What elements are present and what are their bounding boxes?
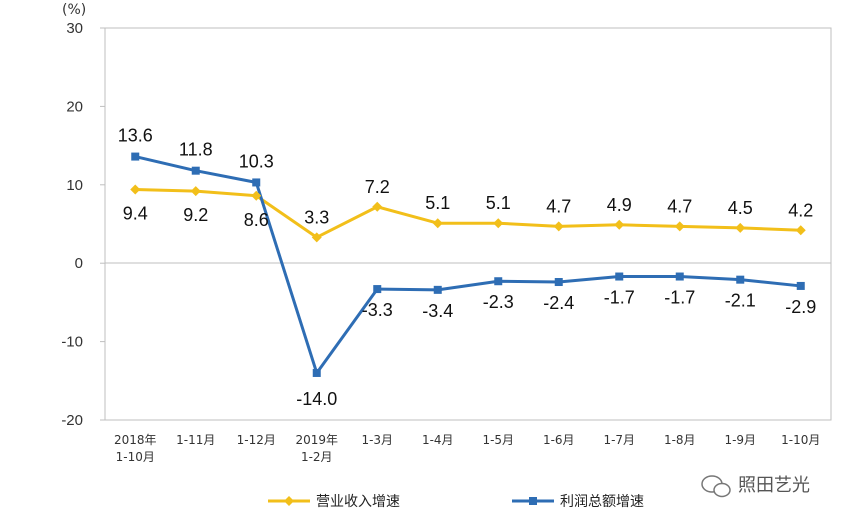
profit-data-label: 13.6 [118, 126, 153, 146]
legend-item-revenue: 营业收入增速 [268, 494, 400, 510]
plot-area-border [104, 27, 832, 421]
profit-data-label: 10.3 [239, 151, 274, 171]
profit-point [615, 272, 624, 281]
x-tick-label: 1-8月 [664, 433, 696, 447]
revenue-point [674, 221, 685, 232]
revenue-point [432, 218, 443, 229]
profit-point [252, 178, 261, 187]
profit-point [494, 277, 503, 286]
x-tick-label: 1-9月 [724, 433, 756, 447]
profit-point [554, 278, 563, 287]
y-tick-label: 0 [75, 255, 83, 272]
profit-data-label: -2.3 [483, 292, 514, 312]
profit-data-label: -1.7 [604, 288, 635, 308]
revenue-data-label: 4.7 [667, 196, 692, 216]
x-tick-label: 1-3月 [361, 433, 393, 447]
y-axis-ticks: 30 20 10 0 -10 -20 [61, 20, 105, 429]
x-tick-label: 1-7月 [603, 433, 635, 447]
x-tick-label: 1-4月 [422, 433, 454, 447]
legend-item-profit: 利润总额增速 [512, 494, 644, 510]
x-tick-label: 1-12月 [237, 433, 276, 447]
profit-data-label: 11.8 [179, 140, 213, 160]
profit-point [191, 166, 200, 175]
x-tick-label: 2019年 [295, 433, 338, 447]
legend-label-revenue: 营业收入增速 [316, 494, 400, 510]
revenue-data-label: 9.4 [123, 204, 148, 224]
x-tick-label: 1-10月 [781, 433, 820, 447]
wechat-icon [701, 475, 731, 498]
x-tick-label: 1-2月 [301, 450, 333, 464]
series-lines [134, 155, 801, 375]
revenue-data-label: 5.1 [486, 193, 511, 213]
profit-point [312, 368, 321, 377]
y-unit-label: (%) [62, 2, 86, 18]
profit-point [131, 152, 140, 161]
revenue-point [190, 186, 201, 197]
revenue-data-label: 9.2 [183, 205, 208, 225]
revenue-point [493, 218, 504, 229]
data-labels: 9.4 13.6 9.2 11.8 8.6 10.3 3.3 -14.0 7.2 -3.3 5.1 -… [118, 126, 817, 409]
revenue-data-label: 5.1 [425, 193, 450, 213]
revenue-point [311, 232, 322, 243]
revenue-point [614, 219, 625, 230]
revenue-point [735, 222, 746, 233]
legend-marker-profit [529, 497, 537, 505]
revenue-data-label: 7.2 [365, 177, 390, 197]
watermark-text: 照田艺光 [738, 475, 810, 496]
x-tick-label: 2018年 [114, 433, 157, 447]
profit-data-label: -3.3 [362, 300, 393, 320]
profit-point [373, 285, 382, 294]
x-axis-ticks: 2018年 1-10月 1-11月 1-12月 2019年 1-2月 1-3月 1-4月 1-5… [114, 433, 820, 464]
revenue-data-label: 4.2 [788, 200, 813, 220]
profit-point [675, 272, 684, 281]
legend: 营业收入增速 利润总额增速 [268, 494, 644, 510]
profit-data-label: -2.9 [785, 297, 816, 317]
revenue-point [130, 184, 141, 195]
y-tick-label: 30 [66, 20, 83, 37]
y-tick-label: -10 [61, 334, 83, 351]
profit-growth-line [134, 155, 801, 375]
profit-data-label: -14.0 [296, 389, 337, 409]
y-tick-label: 10 [66, 177, 83, 194]
revenue-data-label: 3.3 [304, 207, 329, 227]
revenue-point [553, 221, 564, 232]
revenue-point [251, 190, 262, 201]
series-markers [130, 152, 806, 377]
y-tick-label: -20 [61, 412, 83, 429]
x-tick-label: 1-11月 [176, 433, 215, 447]
revenue-point [372, 201, 383, 212]
profit-point [736, 275, 745, 284]
profit-data-label: -2.1 [725, 291, 756, 311]
revenue-growth-line [135, 188, 801, 239]
profit-data-label: -1.7 [664, 288, 695, 308]
revenue-data-label: 4.5 [728, 198, 753, 218]
revenue-data-label: 4.7 [546, 196, 571, 216]
x-tick-label: 1-10月 [116, 450, 155, 464]
profit-data-label: -2.4 [543, 293, 574, 313]
legend-label-profit: 利润总额增速 [560, 494, 644, 510]
profit-point [433, 285, 442, 294]
x-tick-label: 1-6月 [543, 433, 575, 447]
profit-point [796, 281, 805, 290]
revenue-data-label: 8.6 [244, 210, 269, 230]
legend-marker-revenue [284, 496, 294, 506]
watermark: 照田艺光 [701, 475, 810, 498]
revenue-point [795, 225, 806, 236]
x-tick-label: 1-5月 [482, 433, 514, 447]
profit-data-label: -3.4 [422, 301, 453, 321]
revenue-data-label: 4.9 [607, 195, 632, 215]
y-tick-label: 20 [66, 98, 83, 115]
